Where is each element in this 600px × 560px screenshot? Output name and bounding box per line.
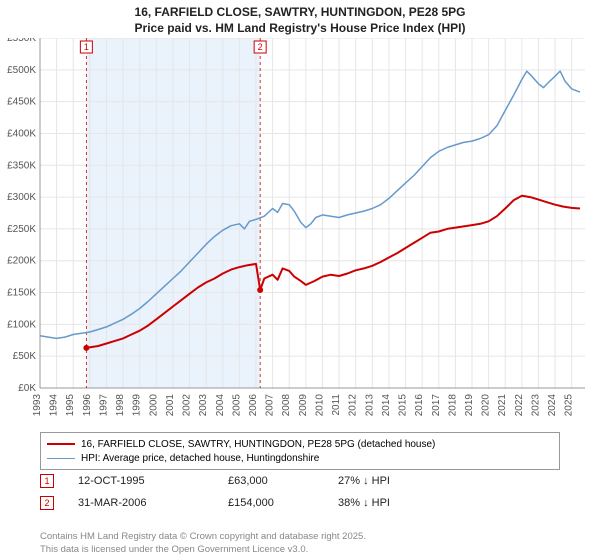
svg-text:2005: 2005 [231,394,242,417]
sale-row-1: 1 12-OCT-1995 £63,000 27% ↓ HPI [40,472,560,490]
svg-text:2017: 2017 [431,394,442,417]
chart-plot: £0K £50K £100K £150K £200K £250K £300K £350K £40… [0,38,600,428]
svg-text:£400K: £400K [7,128,36,139]
svg-text:£350K: £350K [7,160,36,171]
svg-text:£300K: £300K [7,192,36,203]
svg-text:2000: 2000 [148,394,159,417]
svg-text:2023: 2023 [530,394,541,417]
svg-text:£50K: £50K [13,351,37,362]
svg-text:£200K: £200K [7,256,36,267]
footnote-line-1: Contains HM Land Registry data © Crown c… [40,531,366,543]
title-line-2: Price paid vs. HM Land Registry's House … [0,20,600,36]
svg-text:2003: 2003 [198,394,209,417]
svg-text:2013: 2013 [364,394,375,417]
footnote-line-2: This data is licensed under the Open Gov… [40,544,366,556]
legend-item: 16, FARFIELD CLOSE, SAWTRY, HUNTINGDON, … [47,437,553,451]
svg-text:2021: 2021 [497,394,508,417]
sale-date-1: 12-OCT-1995 [78,475,228,487]
svg-text:1: 1 [84,42,89,52]
svg-text:1994: 1994 [49,394,60,417]
svg-text:£100K: £100K [7,319,36,330]
legend-swatch [47,458,75,459]
svg-text:£500K: £500K [7,65,36,76]
svg-text:£450K: £450K [7,97,36,108]
svg-text:2016: 2016 [414,394,425,417]
chart-title: 16, FARFIELD CLOSE, SAWTRY, HUNTINGDON, … [0,0,600,36]
footnote: Contains HM Land Registry data © Crown c… [40,531,366,556]
svg-text:2020: 2020 [481,394,492,417]
svg-text:1995: 1995 [65,394,76,417]
sale-pct-1: 27% ↓ HPI [338,475,458,487]
svg-text:2008: 2008 [281,394,292,417]
svg-text:2001: 2001 [165,394,176,417]
svg-text:2018: 2018 [447,394,458,417]
svg-text:£0K: £0K [18,383,36,394]
svg-text:2004: 2004 [215,394,226,417]
svg-text:2011: 2011 [331,394,342,416]
sale-row-2: 2 31-MAR-2006 £154,000 38% ↓ HPI [40,494,560,512]
svg-text:£250K: £250K [7,224,36,235]
sale-pct-2: 38% ↓ HPI [338,497,458,509]
sale-price-1: £63,000 [228,475,338,487]
svg-text:2014: 2014 [381,394,392,417]
svg-text:2022: 2022 [514,394,525,417]
legend-swatch [47,443,75,445]
legend: 16, FARFIELD CLOSE, SAWTRY, HUNTINGDON, … [40,432,560,470]
legend-label: 16, FARFIELD CLOSE, SAWTRY, HUNTINGDON, … [81,439,435,450]
svg-text:£550K: £550K [7,38,36,44]
svg-text:2: 2 [258,42,263,52]
svg-text:2006: 2006 [248,394,259,417]
svg-text:2019: 2019 [464,394,475,417]
title-line-1: 16, FARFIELD CLOSE, SAWTRY, HUNTINGDON, … [0,4,600,20]
svg-text:1999: 1999 [132,394,143,417]
chart-container: 16, FARFIELD CLOSE, SAWTRY, HUNTINGDON, … [0,0,600,560]
svg-text:2024: 2024 [547,394,558,417]
svg-text:1993: 1993 [32,394,43,417]
sale-date-2: 31-MAR-2006 [78,497,228,509]
svg-text:2025: 2025 [564,394,575,417]
svg-text:2010: 2010 [314,394,325,417]
svg-text:£150K: £150K [7,288,36,299]
sale-marker-2: 2 [40,496,54,510]
svg-text:1996: 1996 [82,394,93,417]
svg-text:2015: 2015 [398,394,409,417]
svg-text:1997: 1997 [98,394,109,417]
svg-text:2002: 2002 [182,394,193,417]
sale-price-2: £154,000 [228,497,338,509]
sale-marker-1: 1 [40,474,54,488]
svg-text:2007: 2007 [265,394,276,417]
svg-text:2009: 2009 [298,394,309,417]
legend-label: HPI: Average price, detached house, Hunt… [81,453,319,464]
legend-item: HPI: Average price, detached house, Hunt… [47,451,553,465]
svg-text:2012: 2012 [348,394,359,417]
svg-text:1998: 1998 [115,394,126,417]
